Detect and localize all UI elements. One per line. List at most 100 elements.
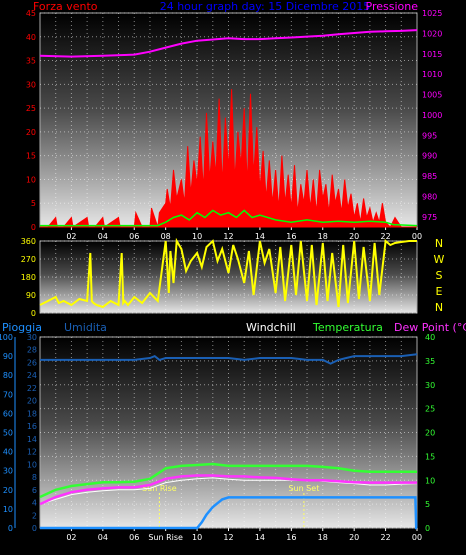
- direction-y-tick-label: 90: [26, 291, 36, 300]
- rain-y-tick-label: 60: [3, 409, 13, 418]
- wind-y-tick-label: 5: [31, 199, 36, 208]
- wind-y-tick-label: 15: [26, 152, 36, 161]
- direction-y-tick-label: 180: [21, 273, 36, 282]
- sun-marker-label: Sun Rise: [142, 484, 177, 493]
- x-tick-label: 00: [412, 232, 422, 241]
- wind-y-tick-label: 45: [26, 9, 36, 18]
- temperature-y-tick-label: 10: [425, 476, 435, 485]
- pressure-y-tick-label: 1025: [422, 9, 442, 18]
- x-tick-label: 22: [380, 232, 390, 241]
- rain-y-tick-label: 90: [3, 352, 13, 361]
- windchill-series: [39, 477, 418, 505]
- rain-series: [40, 496, 418, 530]
- humidity-y-tick-label: 26: [27, 358, 37, 367]
- wind-panel-left-title: Forza vento: [33, 0, 98, 13]
- x-tick-label: 06: [129, 232, 139, 241]
- x-tick-label: 12: [223, 232, 233, 241]
- humidity-y-tick-label: 18: [27, 409, 37, 418]
- wind-y-tick-label: 35: [26, 57, 36, 66]
- compass-letter: W: [434, 253, 445, 266]
- x-tick-label: 18: [318, 533, 328, 542]
- temperature-y-tick-label: 25: [425, 405, 435, 414]
- humidity-y-tick-label: 22: [27, 384, 37, 393]
- wind-y-tick-label: 0: [31, 223, 36, 232]
- direction-y-tick-label: 0: [31, 309, 36, 318]
- rain-y-tick-label: 100: [0, 333, 13, 342]
- temperature-legend: Temperatura: [312, 321, 383, 334]
- humidity-y-tick-label: 6: [32, 486, 37, 495]
- temperature-y-tick-label: 40: [425, 333, 435, 342]
- x-tick-label: 02: [66, 232, 76, 241]
- compass-letter: N: [435, 237, 443, 250]
- pressure-y-tick-label: 1010: [422, 70, 442, 79]
- x-tick-label: 00: [412, 533, 422, 542]
- temperature-panel: 0102030405060708090100024681012141618202…: [0, 333, 435, 542]
- compass-letter: N: [435, 301, 443, 314]
- temperature-y-tick-label: 0: [425, 524, 430, 533]
- compass-letter: E: [436, 285, 443, 298]
- temperature-series: [39, 462, 417, 499]
- pressure-y-tick-label: 1020: [422, 29, 442, 38]
- pressure-y-tick-label: 1000: [422, 111, 442, 120]
- pressure-y-tick-label: 1015: [422, 50, 442, 59]
- windchill-legend: Windchill: [246, 321, 296, 334]
- rain-y-tick-label: 50: [3, 429, 13, 438]
- humidity-y-tick-label: 28: [27, 346, 37, 355]
- rain-y-tick-label: 80: [3, 371, 13, 380]
- wind-panel-right-title: Pressione: [366, 0, 419, 13]
- humidity-y-tick-label: 2: [32, 511, 37, 520]
- pressure-y-tick-label: 1005: [422, 91, 442, 100]
- sun-marker-label: Sun Set: [288, 484, 319, 493]
- temperature-y-tick-label: 35: [425, 357, 435, 366]
- x-tick-label: 12: [223, 533, 233, 542]
- humidity-y-tick-label: 14: [27, 435, 37, 444]
- rain-axis-title: Pioggia: [2, 321, 42, 334]
- x-tick-label: 18: [318, 232, 328, 241]
- humidity-y-tick-label: 24: [27, 371, 37, 380]
- x-tick-label: Sun Rise: [148, 533, 183, 542]
- x-tick-label: 02: [66, 533, 76, 542]
- x-tick-label: 10: [192, 232, 202, 241]
- humidity-y-tick-label: 20: [27, 397, 37, 406]
- pressure-series: [39, 29, 418, 58]
- wind-direction-series: [39, 237, 417, 309]
- x-tick-label: 16: [286, 232, 296, 241]
- wind-direction-panel: 0 90 180 270 360: [21, 237, 418, 318]
- humidity-y-tick-label: 0: [32, 524, 37, 533]
- dewpoint-series: [39, 474, 417, 506]
- temperature-y-tick-label: 5: [425, 500, 430, 509]
- wind-y-tick-label: 10: [26, 175, 36, 184]
- x-tick-label: 20: [349, 533, 359, 542]
- x-tick-label: 14: [255, 232, 265, 241]
- temperature-y-tick-label: 30: [425, 381, 435, 390]
- compass-letter: S: [436, 269, 443, 282]
- direction-y-tick-label: 360: [21, 237, 36, 246]
- x-tick-label: 20: [349, 232, 359, 241]
- rain-y-tick-label: 30: [3, 467, 13, 476]
- x-tick-label: 14: [255, 533, 265, 542]
- x-tick-label: 08: [161, 232, 171, 241]
- x-tick-label: 22: [380, 533, 390, 542]
- humidity-y-tick-label: 10: [27, 460, 37, 469]
- wind-pressure-panel: 0510152025303540459759809859909951000100…: [26, 9, 443, 241]
- pressure-y-tick-label: 975: [422, 213, 437, 222]
- rain-y-tick-label: 70: [3, 390, 13, 399]
- x-tick-label: 10: [192, 533, 202, 542]
- wind-y-tick-label: 25: [26, 104, 36, 113]
- temperature-y-tick-label: 15: [425, 452, 435, 461]
- pressure-y-tick-label: 980: [422, 192, 437, 201]
- pressure-y-tick-label: 985: [422, 172, 437, 181]
- rain-y-tick-label: 10: [3, 505, 13, 514]
- page-title: 24 hour graph day: 15 Dicembre 2015: [160, 0, 371, 13]
- humidity-y-tick-label: 4: [32, 499, 37, 508]
- humidity-series: [40, 353, 418, 365]
- wind-average-series: [40, 209, 418, 227]
- pressure-y-tick-label: 990: [422, 152, 437, 161]
- wind-speed-series: [40, 89, 417, 228]
- humidity-y-tick-label: 12: [27, 448, 37, 457]
- wind-y-tick-label: 40: [26, 33, 36, 42]
- x-tick-label: 04: [98, 533, 108, 542]
- x-tick-label: 04: [98, 232, 108, 241]
